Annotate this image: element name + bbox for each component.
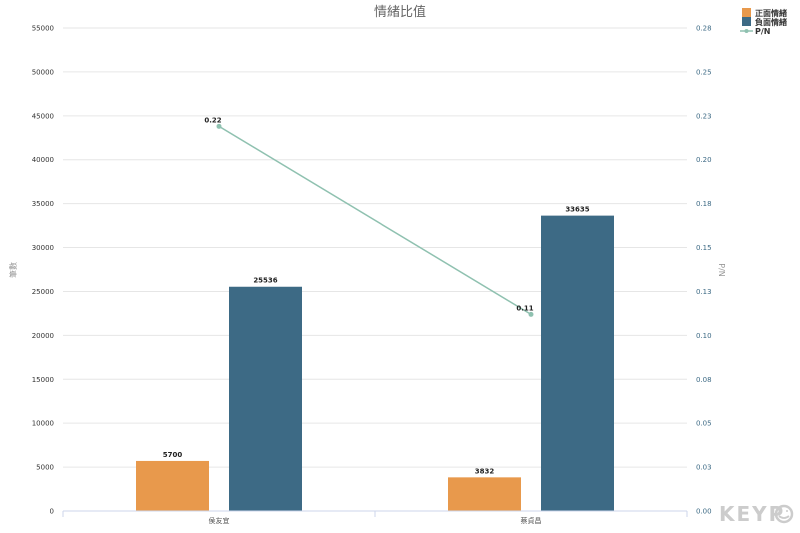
pn-line: 0.22 0.11 [204,116,534,317]
watermark-text: KEYP [719,502,785,526]
y-tick-label: 30000 [32,244,54,252]
legend-label: P/N [755,27,770,36]
y-right-tick-label: 0.15 [696,244,712,252]
legend-swatch [742,17,751,26]
y-right-tick-label: 0.18 [696,200,712,208]
y-right-tick-label: 0.13 [696,288,712,296]
y-tick-label: 35000 [32,200,54,208]
y-tick-label: 40000 [32,156,54,164]
y-right-tick-label: 0.08 [696,376,712,384]
bar[interactable] [541,215,614,512]
bar[interactable] [229,286,302,511]
y-tick-label: 20000 [32,332,54,340]
bar-data-label: 3832 [475,467,495,475]
y-tick-label: 10000 [32,420,54,428]
bar-data-label: 5700 [163,451,183,459]
y-tick-label: 50000 [32,68,54,76]
y-right-tick-label: 0.23 [696,112,712,120]
legend-label: 正面情緒 [755,8,787,18]
legend-item[interactable]: 負面情緒 [742,17,787,27]
y-tick-label: 25000 [32,288,54,296]
bar[interactable] [136,460,209,511]
pn-point[interactable] [528,311,534,317]
y-tick-label: 15000 [32,376,54,384]
bar-data-label: 25536 [253,277,277,285]
y-axis-right-label: P/N [717,263,726,277]
pn-data-label: 0.22 [204,116,221,124]
x-tick-label: 侯友宜 [209,516,230,525]
bar-data-label: 33635 [565,206,589,214]
y-axis-right: 0.00 0.03 0.05 0.08 0.10 0.13 0.15 0.18 0.20 0.23… [696,25,712,516]
smiley-icon [774,504,794,524]
legend-marker [744,29,749,33]
legend-swatch [742,8,751,17]
chart-title: 情緒比值 [374,4,426,20]
pn-series-line [218,125,532,315]
y-right-tick-label: 0.00 [696,508,712,516]
bars: 5700 3832 25536 33635 [136,206,614,512]
x-axis: 侯友宜 蔡貞昌 [62,510,688,525]
y-right-tick-label: 0.05 [696,420,712,428]
watermark: KEYP [719,502,794,526]
pn-data-label: 0.11 [516,304,533,312]
pn-point[interactable] [216,123,222,129]
legend-item[interactable]: P/N [740,27,770,36]
legend-label: 負面情緒 [755,17,787,27]
y-right-tick-label: 0.25 [696,68,712,76]
y-tick-label: 5000 [36,464,54,472]
y-tick-label: 55000 [32,25,54,33]
x-tick-label: 蔡貞昌 [521,516,542,525]
y-right-tick-label: 0.28 [696,25,712,33]
y-axis-left: 0 5000 10000 15000 20000 25000 30000 35000 40000… [32,25,54,516]
y-tick-label: 45000 [32,112,54,120]
legend-item[interactable]: 正面情緒 [742,8,787,18]
y-right-tick-label: 0.03 [696,464,712,472]
y-right-tick-label: 0.20 [696,156,712,164]
bar[interactable] [448,477,521,511]
y-axis-label: 筆數 [8,262,18,278]
y-tick-label: 0 [50,508,54,516]
y-right-tick-label: 0.10 [696,332,712,340]
